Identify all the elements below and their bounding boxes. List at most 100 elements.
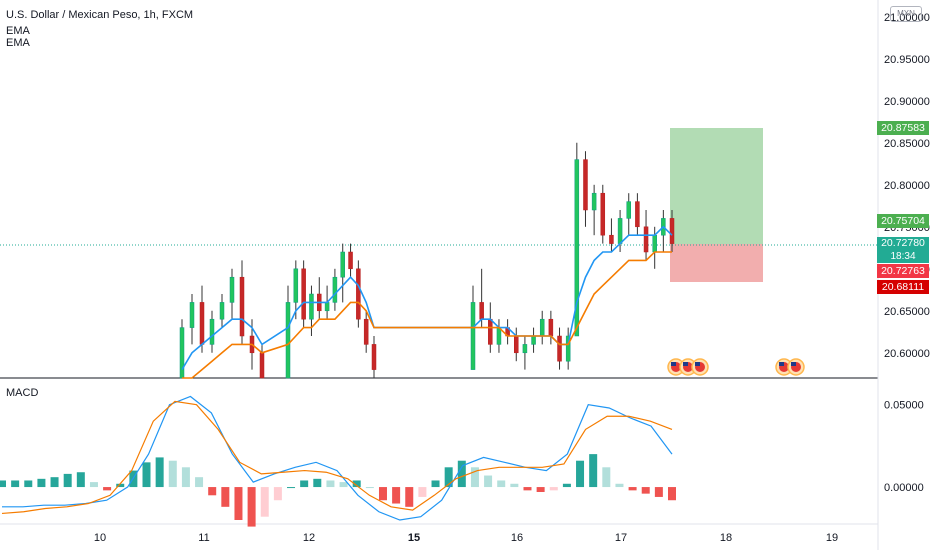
macd-pane	[0, 395, 676, 527]
macd-histogram-bar	[326, 480, 335, 488]
price-pane	[179, 142, 675, 379]
macd-histogram-bar	[562, 483, 571, 488]
candle-body	[179, 327, 185, 379]
macd-histogram-bar	[103, 487, 112, 491]
price-tick-label: 20.90000	[884, 96, 930, 108]
macd-histogram-bar	[589, 454, 598, 488]
candle-body	[332, 276, 338, 303]
macd-histogram-bar	[168, 460, 177, 488]
candle-body	[470, 302, 476, 370]
ema-price-tag: 20.75704	[877, 214, 929, 228]
macd-histogram-bar	[11, 480, 20, 488]
candle-body	[259, 352, 265, 379]
candle-body	[635, 201, 640, 228]
macd-histogram-bar	[287, 487, 296, 489]
economic-events-group-1[interactable]	[667, 358, 709, 376]
time-tick-label: 12	[303, 532, 315, 544]
candle-body	[285, 302, 291, 379]
macd-histogram-bar	[76, 472, 85, 488]
candle-body	[488, 318, 493, 345]
stop-price-tag: 20.68111	[877, 280, 929, 294]
macd-histogram-bar	[576, 460, 585, 488]
candle-body	[348, 251, 353, 270]
macd-histogram-bar	[24, 480, 33, 488]
macd-histogram-bar	[63, 473, 72, 488]
candle-body	[514, 335, 519, 354]
macd-histogram-bar	[0, 480, 6, 488]
candle-body	[479, 302, 484, 320]
macd-histogram-bar	[444, 467, 453, 488]
candle-body	[609, 234, 614, 244]
macd-histogram-bar	[641, 487, 650, 494]
candle-body	[496, 327, 502, 345]
macd-histogram-bar	[365, 487, 374, 489]
candle-body	[189, 302, 195, 328]
candle-body	[591, 192, 597, 211]
macd-histogram-bar	[300, 480, 309, 488]
macd-histogram-bar	[234, 487, 243, 520]
ema-legend-2[interactable]: EMA	[6, 37, 30, 49]
currency-badge[interactable]: MXN	[890, 6, 922, 22]
candle-body	[652, 234, 657, 253]
macd-histogram-bar	[497, 480, 506, 488]
candle-body	[539, 318, 545, 337]
time-tick-label: 16	[511, 532, 523, 544]
price-tick-label: 20.60000	[884, 348, 930, 360]
price-tick-label: 20.95000	[884, 54, 930, 66]
macd-histogram-bar	[155, 457, 164, 488]
profit-zone[interactable]	[670, 128, 763, 244]
macd-histogram-bar	[208, 487, 217, 496]
candle-body	[309, 293, 314, 320]
price-axis[interactable]: 21.00000 20.95000 20.90000 20.85000 20.80000…	[884, 12, 930, 360]
symbol-title[interactable]: U.S. Dollar / Mexican Peso, 1h, FXCM	[6, 9, 194, 21]
signal-line	[1, 400, 673, 515]
candle-body	[626, 201, 631, 219]
loss-zone[interactable]	[670, 244, 763, 282]
candle-body	[293, 268, 299, 303]
macd-axis[interactable]: 0.05000 0.00000	[884, 400, 924, 494]
candle-body	[209, 318, 215, 345]
candle-body	[565, 335, 571, 362]
price-tick-label: 20.80000	[884, 180, 930, 192]
time-tick-label: 10	[94, 532, 106, 544]
candle-body	[557, 335, 562, 362]
candle-body	[363, 318, 369, 345]
candle-body	[574, 159, 580, 337]
time-axis[interactable]: 10 11 12 15 16 17 18 19	[94, 532, 838, 544]
macd-histogram-bar	[431, 480, 440, 488]
macd-histogram-bar	[247, 487, 256, 527]
candle-body	[301, 268, 306, 320]
candle-body	[371, 344, 377, 370]
price-tick-label: 21.00000	[884, 12, 930, 24]
macd-histogram-bar	[273, 487, 282, 501]
macd-legend[interactable]: MACD	[6, 387, 39, 399]
macd-histogram-bar	[116, 483, 125, 488]
macd-histogram-bar	[523, 487, 532, 491]
target-price-tag: 20.87583	[877, 121, 929, 135]
macd-histogram-bar	[418, 487, 427, 497]
macd-histogram-bar	[628, 487, 637, 491]
macd-line	[2, 395, 673, 521]
macd-histogram-bar	[378, 487, 387, 501]
time-tick-label: 19	[826, 532, 838, 544]
macd-histogram-bar	[89, 482, 98, 488]
candle-body	[356, 268, 361, 320]
ema-fast-line	[181, 225, 673, 371]
macd-histogram-bar	[313, 478, 322, 488]
candle-body	[548, 318, 554, 337]
candle-body	[600, 192, 606, 236]
candle-body	[643, 226, 649, 253]
ema-slow-line	[182, 251, 672, 379]
ema-legend-1[interactable]: EMA	[6, 25, 30, 37]
candle-body	[219, 302, 225, 320]
price-tick-label: 20.85000	[884, 138, 930, 150]
current-price-tag: 20.72780 18:34	[877, 237, 929, 263]
macd-histogram-bar	[457, 460, 466, 488]
macd-histogram-bar	[142, 462, 151, 488]
candle-body	[199, 302, 205, 345]
bar-countdown: 18:34	[890, 251, 916, 262]
macd-histogram-bar	[668, 487, 676, 501]
economic-events-group-2[interactable]	[775, 358, 805, 376]
macd-histogram-bar	[549, 487, 558, 491]
